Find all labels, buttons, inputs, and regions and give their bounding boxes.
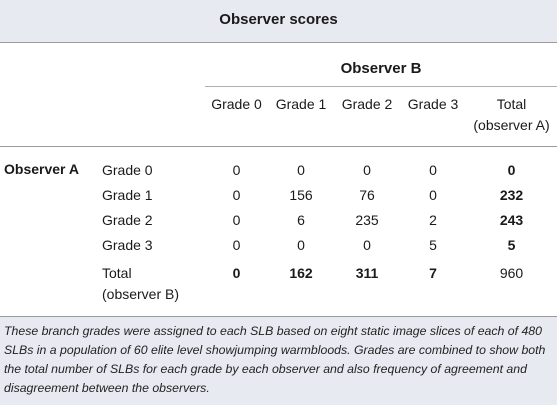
divider [0,316,557,317]
column-header-grade-2: Grade 2 [341,96,393,112]
table-cell: 0 [232,187,241,203]
table-cell: 5 [429,237,437,253]
divider [0,146,557,147]
table-cell: 2 [429,212,437,228]
table-cell: 0 [232,212,241,228]
table-cell: 0 [232,237,241,253]
row-total: 5 [507,237,516,253]
column-total: 162 [289,265,313,281]
title-row: Observer scores [0,0,557,42]
column-header-total: Total [496,96,527,112]
divider [205,86,557,87]
column-total: 311 [355,265,379,281]
row-total: 232 [499,187,524,203]
column-total: 0 [232,265,241,281]
table-cell: 6 [297,212,305,228]
row-label: Grade 0 [102,162,153,178]
column-header-total-sub: (observer A) [473,117,550,133]
row-label: Grade 1 [102,187,153,203]
table-cell: 156 [289,187,313,203]
table-title: Observer scores [219,11,338,28]
divider [0,42,557,43]
column-header-grade-1: Grade 1 [275,96,327,112]
table-cell: 0 [429,162,437,178]
row-total: 0 [507,162,516,178]
footnote: These branch grades were assigned to eac… [4,324,546,395]
footnote-area: These branch grades were assigned to eac… [0,317,557,405]
grand-total: 960 [499,265,524,281]
total-row-label-sub: (observer B) [102,286,180,302]
table-cell: 0 [363,237,371,253]
column-header-grade-3: Grade 3 [407,96,459,112]
table-cell: 0 [232,162,241,178]
table-cell: 0 [297,162,305,178]
table-cell: 0 [363,162,371,178]
column-total: 7 [429,265,437,281]
column-group-header: Observer B [340,60,422,77]
table-cell: 76 [359,187,375,203]
table-cell: 235 [355,212,379,228]
row-group-header: Observer A [4,161,79,177]
table-cell: 0 [429,187,437,203]
row-label: Grade 3 [102,237,153,253]
total-row-label: Total [102,265,132,281]
row-label: Grade 2 [102,212,153,228]
row-total: 243 [499,212,524,228]
table-cell: 0 [297,237,305,253]
column-header-grade-0: Grade 0 [211,96,262,112]
